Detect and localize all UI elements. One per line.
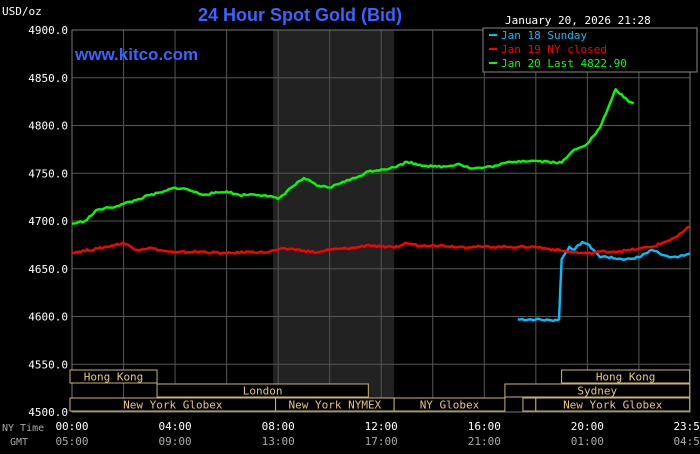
market-session-label: New York Globex — [123, 399, 223, 412]
y-axis-ticks: 4900.0 4850.0 4800.0 4750.0 4700.0 4650.0 4600… — [28, 24, 68, 419]
y-tick-label: 4800.0 — [28, 120, 68, 133]
x-tick-label-gmt: 09:00 — [159, 435, 192, 448]
x-axis-name-ny: NY Time — [2, 423, 44, 434]
market-session-box — [535, 397, 691, 412]
series-lines — [71, 88, 691, 323]
x-tick-label-gmt: 17:00 — [365, 435, 398, 448]
x-tick-label-ny: 20:00 — [571, 420, 604, 433]
market-session-box — [504, 383, 691, 398]
legend-label: Jan 20 Last 4822.90 — [501, 57, 627, 70]
legend-box — [482, 27, 698, 73]
series-line — [71, 225, 691, 256]
y-tick-label: 4900.0 — [28, 24, 68, 37]
x-tick-label-ny: 16:00 — [468, 420, 501, 433]
x-tick-label-gmt: 01:00 — [571, 435, 604, 448]
y-tick-label: 4850.0 — [28, 72, 68, 85]
market-session-label: Sydney — [577, 385, 617, 398]
plot-frame — [71, 29, 691, 413]
x-tick-label-ny: 08:00 — [262, 420, 295, 433]
chart-title: 24 Hour Spot Gold (Bid) — [198, 5, 402, 25]
x-tick-label-ny: 12:00 — [365, 420, 398, 433]
market-session-box — [522, 397, 537, 412]
x-tick-label-gmt: 05:00 — [55, 435, 88, 448]
market-session-label: NY Globex — [420, 399, 480, 412]
y-tick-label: 4750.0 — [28, 167, 68, 180]
market-session-box — [69, 369, 158, 384]
y-tick-label: 4700.0 — [28, 215, 68, 228]
x-axis-ticks: 00:00 05:00 04:00 09:00 08:00 13:00 12:00 17:00… — [55, 420, 700, 448]
x-tick-label-gmt: 13:00 — [262, 435, 295, 448]
x-tick-label-ny: 00:00 — [55, 420, 88, 433]
market-session-box — [156, 383, 369, 398]
market-session-label: Hong Kong — [596, 371, 656, 384]
market-session-label: Hong Kong — [84, 371, 144, 384]
watermark: www.kitco.com — [74, 45, 198, 64]
y-tick-label: 4600.0 — [28, 311, 68, 324]
series-line — [71, 88, 635, 226]
legend-label: Jan 19 NY closed — [501, 43, 607, 56]
market-session-label: New York NYMEX — [288, 399, 381, 412]
x-tick-label-gmt: 04:59 — [673, 435, 700, 448]
chart-timestamp: January 20, 2026 21:28 — [505, 14, 651, 27]
market-session-box — [393, 397, 506, 412]
legend-label: Jan 18 Sunday — [501, 29, 587, 42]
x-tick-label-ny: 23:59 — [673, 420, 700, 433]
market-sessions: Hong Kong London New York Globex New York N… — [69, 369, 691, 412]
y-axis-label: USD/oz — [2, 5, 42, 18]
series-line — [517, 240, 691, 323]
x-tick-label-gmt: 21:00 — [468, 435, 501, 448]
x-axis-name-gmt: GMT — [10, 437, 28, 448]
y-tick-label: 4500.0 — [28, 406, 68, 419]
y-tick-label: 4650.0 — [28, 263, 68, 276]
y-tick-label: 4550.0 — [28, 358, 68, 371]
x-tick-label-ny: 04:00 — [159, 420, 192, 433]
market-session-box — [561, 369, 691, 384]
market-session-label: New York Globex — [563, 399, 663, 412]
grid-lines — [71, 29, 691, 413]
market-session-label: London — [243, 385, 283, 398]
